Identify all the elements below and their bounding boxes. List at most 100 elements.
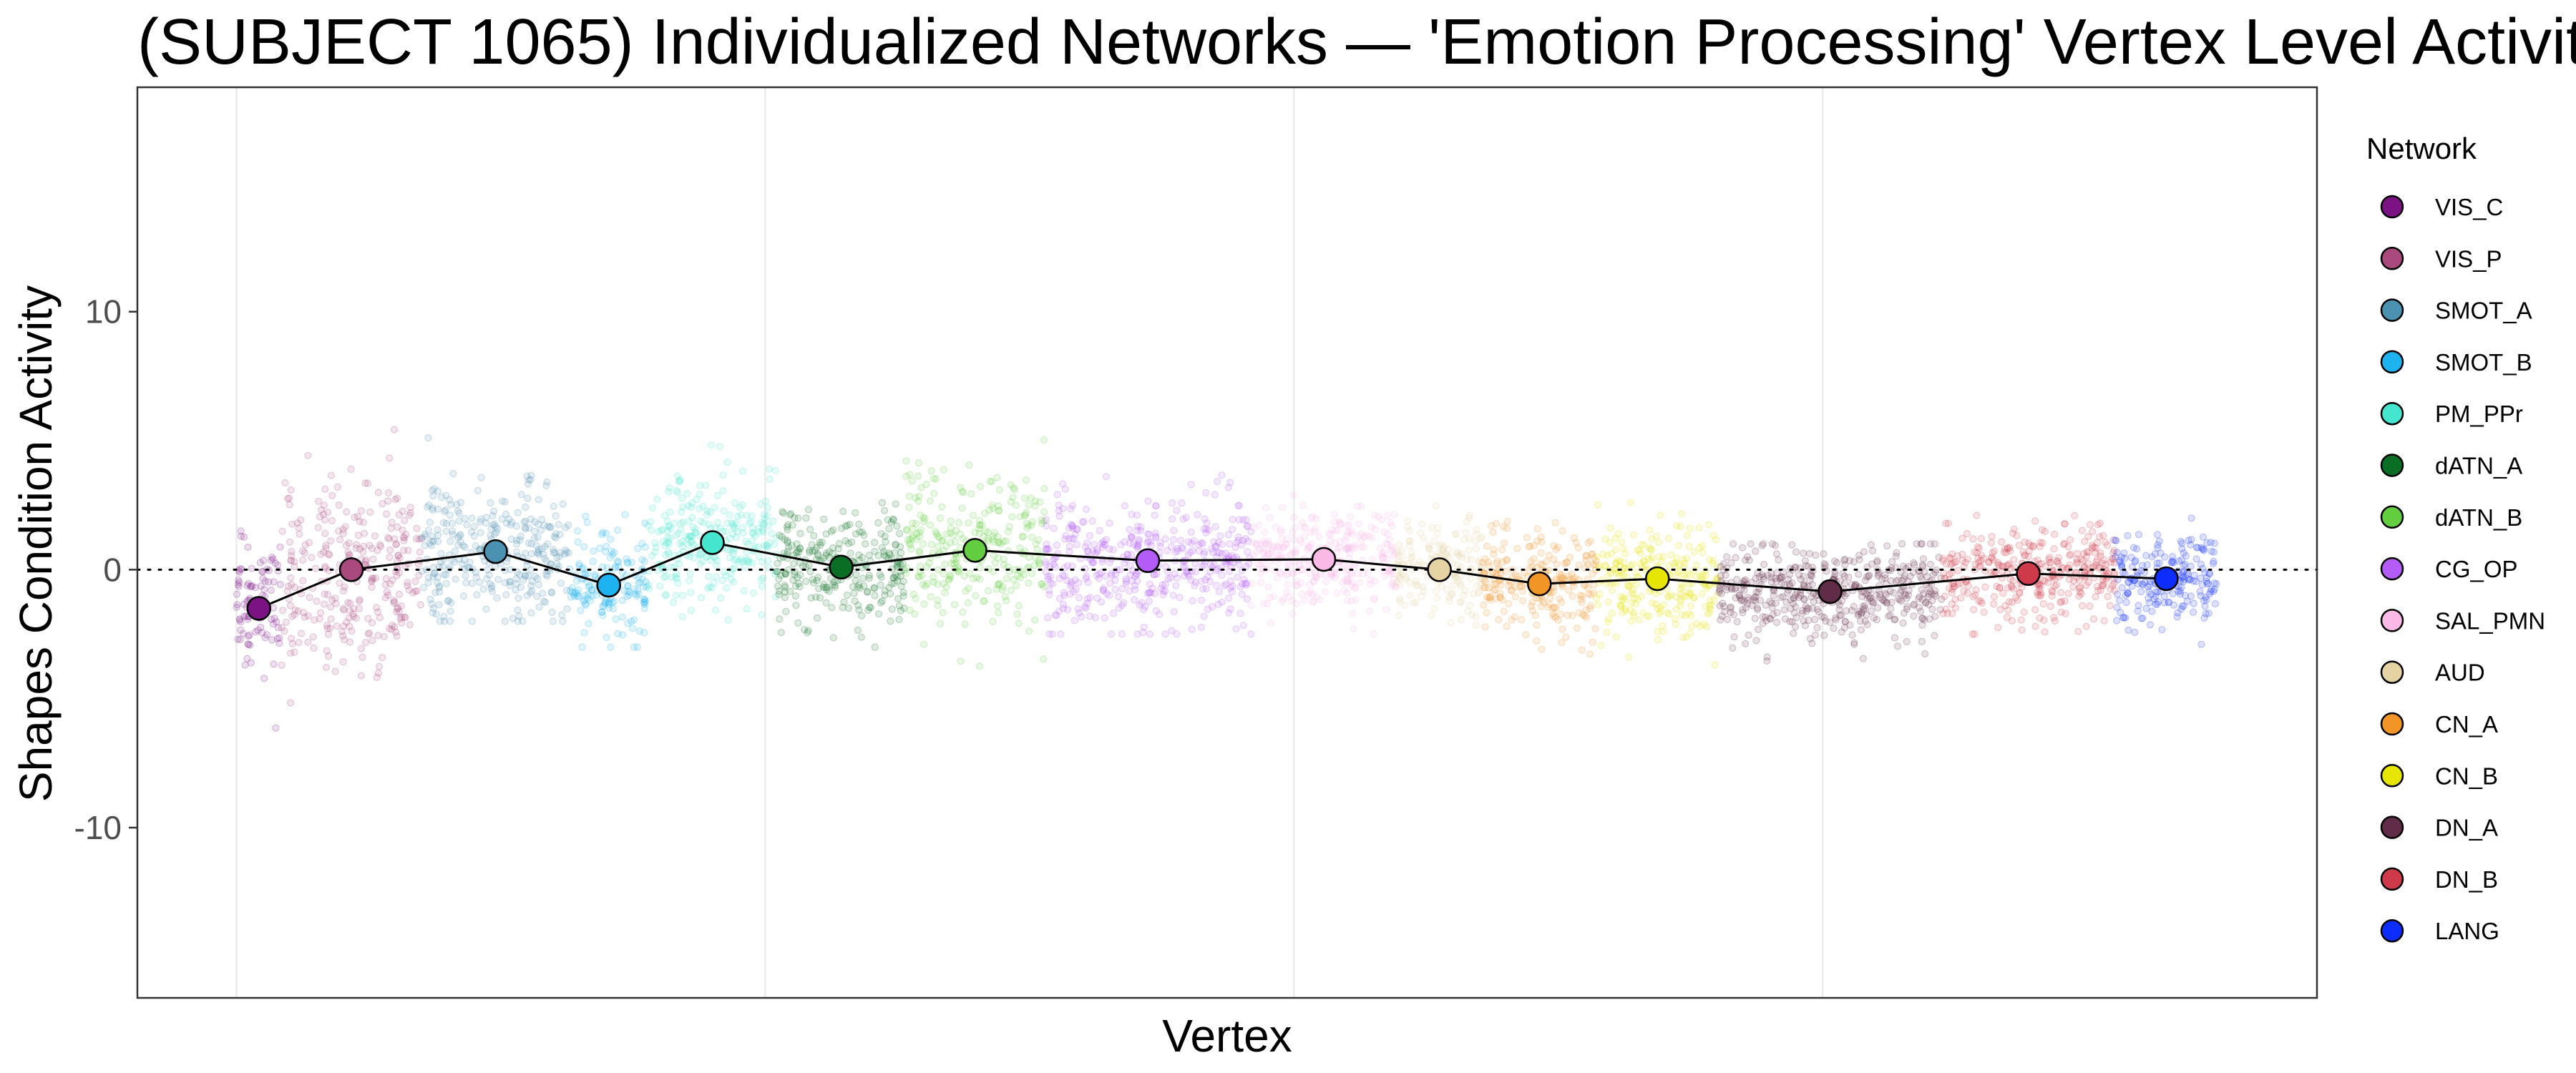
scatter-point <box>562 524 570 531</box>
scatter-point <box>566 587 575 594</box>
scatter-point <box>374 669 383 677</box>
scatter-point <box>379 654 386 662</box>
scatter-point <box>668 573 676 581</box>
scatter-point <box>1973 549 1981 557</box>
scatter-point <box>678 542 686 550</box>
scatter-point <box>1483 542 1491 550</box>
scatter-point <box>578 643 586 651</box>
scatter-point <box>364 630 372 638</box>
scatter-point <box>771 466 779 474</box>
scatter-point <box>432 610 440 618</box>
scatter-point <box>524 494 532 502</box>
scatter-point <box>1926 540 1934 548</box>
scatter-point <box>335 527 343 535</box>
scatter-point <box>355 604 364 613</box>
scatter-point <box>514 509 522 516</box>
scatter-point <box>1815 608 1823 616</box>
scatter-point <box>2100 617 2108 624</box>
scatter-point <box>748 529 757 536</box>
scatter-point <box>247 582 255 590</box>
scatter-point <box>374 608 382 616</box>
scatter-point <box>1489 528 1497 536</box>
scatter-point <box>588 592 596 600</box>
scatter-point <box>623 558 631 567</box>
scatter-point <box>1453 530 1460 538</box>
scatter-point <box>431 589 439 597</box>
scatter-point <box>489 507 498 515</box>
scatter-point <box>1800 617 1807 625</box>
scatter-point <box>820 580 828 588</box>
scatter-point <box>716 524 724 532</box>
scatter-point <box>362 556 370 564</box>
scatter-point <box>1122 580 1130 588</box>
scatter-point <box>411 587 419 595</box>
scatter-point <box>246 641 254 649</box>
scatter-point <box>331 594 339 602</box>
scatter-point <box>384 489 393 497</box>
scatter-point <box>664 548 672 556</box>
scatter-point <box>1178 499 1186 507</box>
scatter-point <box>571 588 579 597</box>
scatter-point <box>1229 526 1236 534</box>
scatter-point <box>871 643 879 651</box>
scatter-point <box>523 472 531 480</box>
scatter-point <box>1111 586 1119 594</box>
scatter-point <box>2064 589 2072 597</box>
scatter-point <box>1586 650 1594 658</box>
scatter-point <box>237 527 245 535</box>
scatter-point <box>1931 612 1939 620</box>
scatter-point <box>1362 531 1370 539</box>
scatter-point <box>268 615 275 623</box>
scatter-point <box>995 609 1002 617</box>
scatter-point <box>368 574 376 582</box>
scatter-point <box>1893 549 1901 557</box>
scatter-point <box>2122 592 2129 599</box>
scatter-point <box>436 582 444 590</box>
scatter-point <box>623 555 630 563</box>
scatter-point <box>684 541 692 549</box>
scatter-point <box>1387 522 1396 530</box>
scatter-point <box>1918 540 1926 548</box>
scatter-point <box>863 588 872 597</box>
scatter-point <box>740 587 748 595</box>
scatter-point <box>486 580 494 588</box>
scatter-point <box>435 588 444 596</box>
scatter-point <box>854 626 862 635</box>
scatter-point <box>356 545 364 553</box>
scatter-point <box>338 627 346 635</box>
scatter-point <box>322 542 330 549</box>
scatter-point <box>521 549 530 557</box>
scatter-point <box>573 527 582 535</box>
scatter-point <box>493 594 501 602</box>
legend-title: Network <box>2366 132 2477 165</box>
scatter-point <box>547 588 555 596</box>
scatter-point <box>429 564 437 572</box>
scatter-point <box>313 597 321 605</box>
scatter-point <box>1990 547 1999 555</box>
scatter-point <box>236 635 244 644</box>
scatter-point <box>234 580 242 589</box>
scatter-point <box>384 497 392 505</box>
scatter-point <box>591 572 600 581</box>
scatter-point <box>665 521 673 529</box>
scatter-point <box>507 521 514 529</box>
scatter-point <box>568 584 577 592</box>
scatter-point <box>1779 593 1787 601</box>
scatter-point <box>540 521 548 529</box>
scatter-point <box>1146 580 1154 588</box>
mean-point-smot_b <box>596 572 621 598</box>
scatter-point <box>723 584 731 592</box>
scatter-point <box>268 553 276 562</box>
scatter-point <box>1671 615 1679 623</box>
scatter-point <box>344 599 352 607</box>
scatter-point <box>336 579 343 587</box>
legend-label: CN_A <box>2435 711 2498 738</box>
scatter-point <box>722 527 730 536</box>
scatter-point <box>236 614 244 623</box>
scatter-point <box>1101 614 1108 622</box>
scatter-point <box>720 506 728 515</box>
scatter-point <box>346 599 354 607</box>
legend-key-cn_b <box>2380 764 2404 788</box>
scatter-point <box>919 514 927 521</box>
scatter-point <box>1898 540 1906 548</box>
